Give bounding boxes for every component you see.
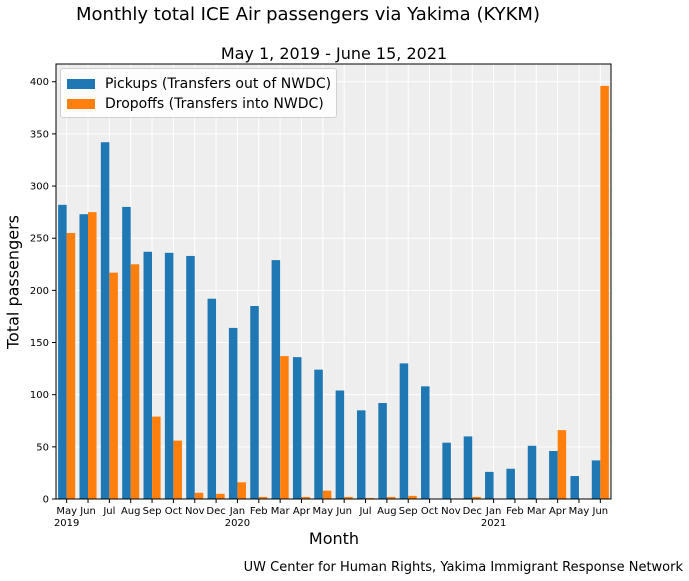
bar-dropoffs xyxy=(408,495,417,499)
bar-pickups xyxy=(207,298,217,499)
x-tick-label: Sep xyxy=(143,506,162,517)
bar-pickups xyxy=(356,410,366,499)
y-tick-label: 200 xyxy=(30,286,49,297)
bar-dropoffs xyxy=(66,232,76,500)
credit-line: UW Center for Human Rights, Yakima Immig… xyxy=(243,560,683,575)
bar-pickups xyxy=(292,357,302,499)
x-tick-label: Jun xyxy=(79,506,96,517)
bar-pickups xyxy=(100,142,110,499)
bar-pickups xyxy=(527,445,537,499)
bar-pickups xyxy=(485,471,494,499)
bar-pickups xyxy=(399,363,409,499)
bar-pickups xyxy=(186,255,195,499)
y-tick-label: 400 xyxy=(30,77,49,88)
bar-pickups xyxy=(79,214,89,499)
x-tick-label: Jan xyxy=(229,506,245,517)
x-tick-label: Aug xyxy=(377,506,397,517)
bar-pickups xyxy=(442,442,451,499)
legend-item-dropoffs: Dropoffs (Transfers into NWDC) xyxy=(67,94,324,114)
x-tick-label: Nov xyxy=(185,506,205,517)
legend-swatch-pickups xyxy=(67,79,95,89)
legend-label-pickups: Pickups (Transfers out of NWDC) xyxy=(105,76,332,92)
bar-pickups xyxy=(378,403,387,499)
x-tick-label: Oct xyxy=(165,506,182,517)
y-axis-label: Total passengers xyxy=(3,215,23,349)
bar-dropoffs xyxy=(344,496,353,499)
y-tick-label: 100 xyxy=(30,390,49,401)
bar-pickups xyxy=(591,460,601,499)
x-tick-label: May xyxy=(56,506,77,517)
bar-pickups xyxy=(421,386,430,499)
bar-dropoffs xyxy=(88,212,97,499)
bar-pickups xyxy=(122,206,131,499)
bar-pickups xyxy=(463,436,473,499)
bar-pickups xyxy=(314,369,323,499)
y-tick-label: 0 xyxy=(43,495,49,506)
x-tick-label: Jun xyxy=(335,506,352,517)
legend: Pickups (Transfers out of NWDC) Dropoffs… xyxy=(60,68,337,118)
bar-dropoffs xyxy=(194,492,204,499)
x-tick-label: Apr xyxy=(293,506,311,517)
bar-pickups xyxy=(271,260,281,499)
bar-pickups xyxy=(143,251,153,499)
bar-dropoffs xyxy=(130,264,140,499)
legend-item-pickups: Pickups (Transfers out of NWDC) xyxy=(67,74,331,94)
bar-dropoffs xyxy=(472,496,481,499)
figure-title: Monthly total ICE Air passengers via Yak… xyxy=(76,4,540,25)
y-tick-label: 150 xyxy=(30,338,49,349)
x-tick-label: Mar xyxy=(271,506,291,517)
y-tick-label: 350 xyxy=(30,129,49,140)
x-tick-label: Mar xyxy=(527,506,547,517)
x-year-label: 2021 xyxy=(481,518,506,529)
y-tick-label: 300 xyxy=(30,182,49,193)
bar-dropoffs xyxy=(557,430,567,499)
bar-dropoffs xyxy=(258,496,268,499)
bar-dropoffs xyxy=(152,416,161,499)
bar-pickups xyxy=(549,451,558,499)
bar-pickups xyxy=(250,306,259,499)
x-tick-label: Dec xyxy=(463,506,482,517)
bar-dropoffs xyxy=(109,272,118,499)
x-tick-label: Jul xyxy=(358,506,371,517)
bar-pickups xyxy=(570,476,579,499)
bar-pickups xyxy=(58,204,67,499)
x-year-label: 2020 xyxy=(225,518,250,529)
x-year-label: 2019 xyxy=(54,518,79,529)
y-tick-label: 250 xyxy=(30,234,49,245)
x-tick-label: Nov xyxy=(441,506,461,517)
x-tick-label: Feb xyxy=(250,506,268,517)
x-tick-label: Jul xyxy=(102,506,115,517)
x-tick-label: Dec xyxy=(206,506,225,517)
x-tick-label: Jun xyxy=(592,506,609,517)
x-tick-label: Jan xyxy=(485,506,501,517)
bar-dropoffs xyxy=(280,356,289,499)
bar-pickups xyxy=(506,468,515,499)
bar-dropoffs xyxy=(301,496,311,499)
bar-dropoffs xyxy=(365,497,375,499)
bar-pickups xyxy=(335,390,345,499)
bar-pickups xyxy=(164,252,174,499)
chart-title: May 1, 2019 - June 15, 2021 xyxy=(220,44,448,63)
bar-pickups xyxy=(228,327,238,499)
x-tick-label: May xyxy=(312,506,333,517)
legend-label-dropoffs: Dropoffs (Transfers into NWDC) xyxy=(105,96,324,112)
bar-dropoffs xyxy=(386,496,396,499)
legend-swatch-dropoffs xyxy=(67,99,95,109)
bar-dropoffs xyxy=(600,85,609,500)
y-tick-label: 50 xyxy=(36,442,49,453)
x-tick-label: Oct xyxy=(421,506,438,517)
x-tick-label: Apr xyxy=(549,506,567,517)
x-tick-label: May xyxy=(569,506,590,517)
plot-frame xyxy=(55,63,612,500)
bar-dropoffs xyxy=(173,440,182,499)
x-tick-label: Sep xyxy=(399,506,418,517)
bar-dropoffs xyxy=(322,490,332,499)
x-tick-label: Feb xyxy=(506,506,524,517)
x-tick-label: Aug xyxy=(121,506,141,517)
bar-dropoffs xyxy=(237,482,246,499)
bar-dropoffs xyxy=(216,493,225,499)
x-axis-label: Month xyxy=(308,529,360,548)
